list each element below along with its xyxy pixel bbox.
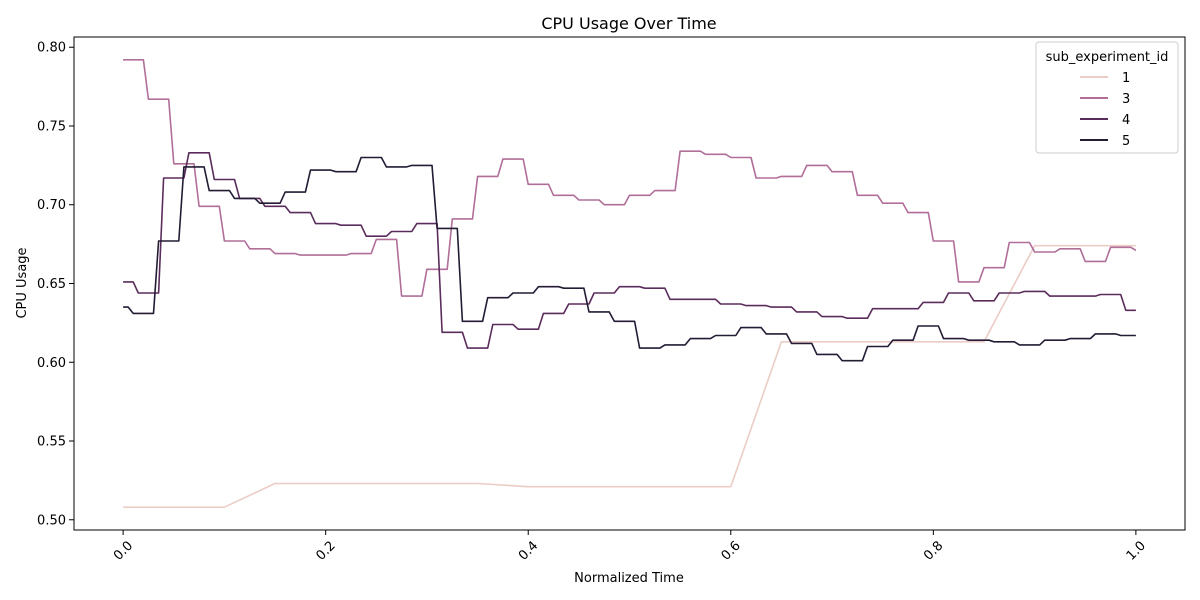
y-axis: 0.50 0.55 0.60 0.65 0.70 0.75 0.80 — [37, 41, 74, 528]
legend-label-4: 4 — [1122, 113, 1130, 128]
x-tick-label: 0.6 — [719, 538, 744, 563]
legend-title: sub_experiment_id — [1046, 50, 1169, 65]
series-line-3 — [123, 59, 1137, 297]
plot-frame — [73, 36, 1186, 531]
series-line-5 — [123, 156, 1136, 362]
y-tick-label: 0.65 — [37, 277, 66, 292]
y-tick-label: 0.75 — [37, 119, 66, 134]
y-axis-label: CPU Usage — [15, 247, 30, 318]
legend-label-5: 5 — [1122, 134, 1130, 149]
series-lines — [123, 59, 1137, 508]
x-tick-label: 0.8 — [921, 538, 946, 563]
x-tick-label: 0.0 — [111, 538, 136, 563]
y-tick-label: 0.70 — [37, 198, 66, 213]
series-line-4 — [123, 152, 1136, 349]
series-line-1 — [123, 244, 1136, 508]
legend-label-1: 1 — [1122, 71, 1130, 86]
x-tick-label: 0.4 — [516, 538, 541, 563]
legend-label-3: 3 — [1122, 92, 1130, 107]
x-axis: 0.0 0.2 0.4 0.6 0.8 1.0 — [111, 530, 1149, 564]
y-tick-label: 0.55 — [37, 435, 66, 450]
x-axis-label: Normalized Time — [574, 571, 684, 586]
x-tick-label: 0.2 — [313, 538, 338, 563]
y-tick-label: 0.80 — [37, 41, 66, 56]
x-tick-label: 1.0 — [1124, 538, 1149, 563]
y-tick-label: 0.50 — [37, 513, 66, 528]
legend: sub_experiment_id 1 3 4 5 — [1035, 41, 1179, 154]
chart-title: CPU Usage Over Time — [541, 14, 716, 33]
y-tick-label: 0.60 — [37, 356, 66, 371]
